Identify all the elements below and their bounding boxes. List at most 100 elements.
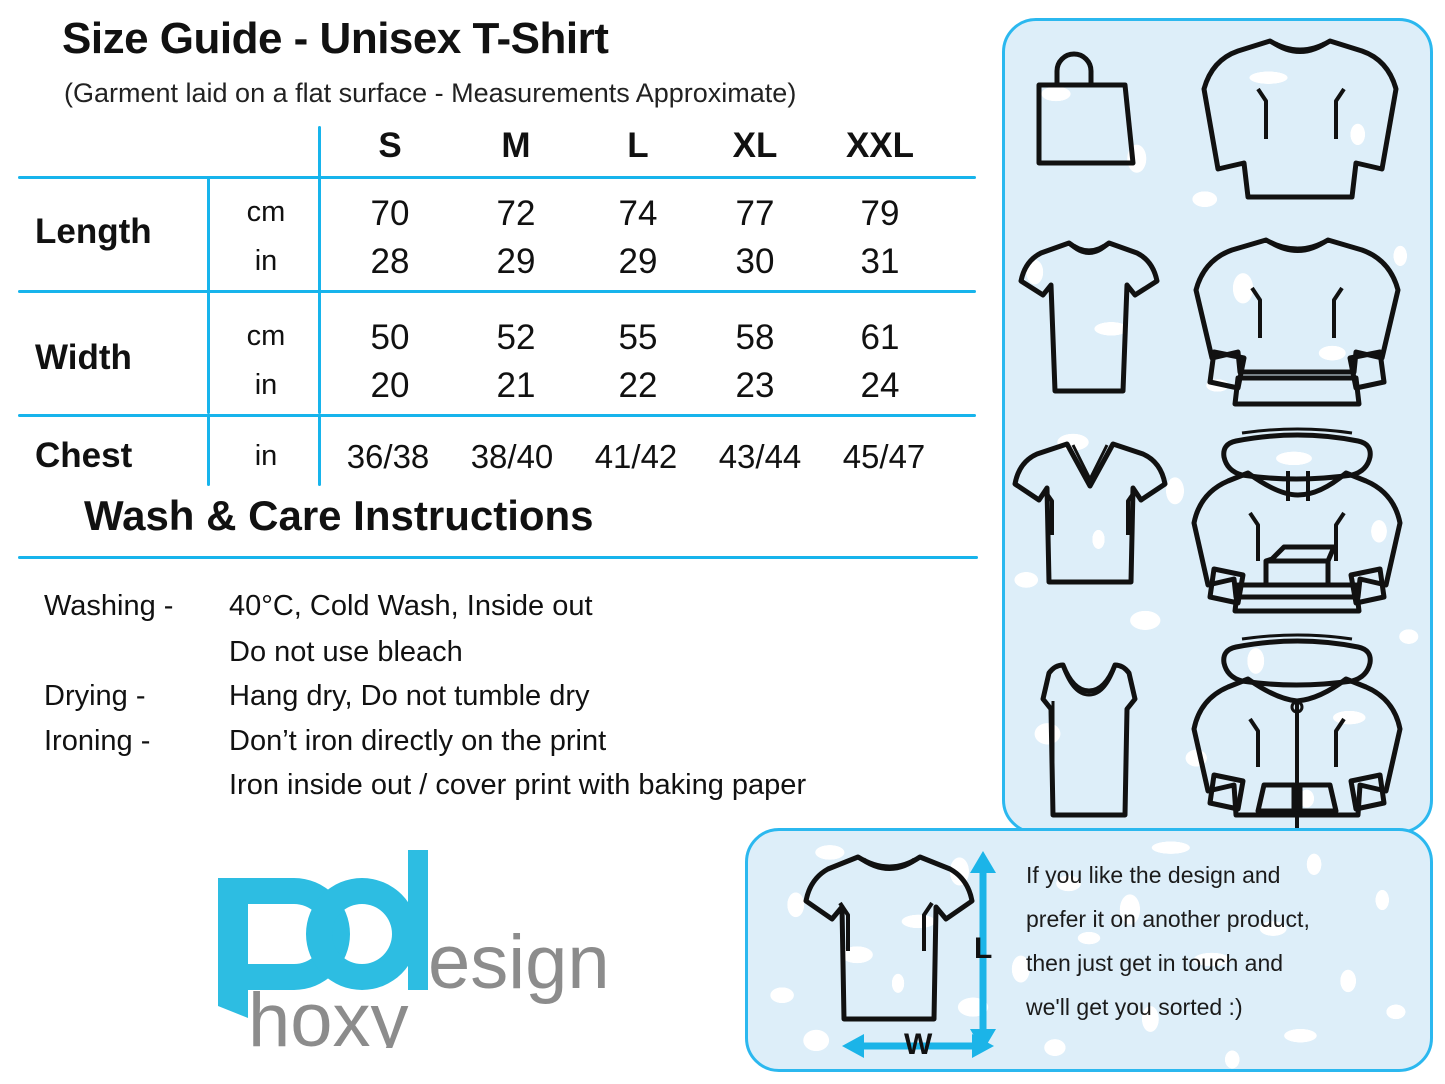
sweatshirt-hem-icon: [1232, 375, 1362, 407]
width-dimension-letter: W: [904, 1028, 933, 1061]
sweatshirt-armhole-left-icon: [1250, 286, 1262, 338]
measurement-tshirt-icon: [803, 854, 975, 1022]
tote-handle-icon: [1054, 51, 1094, 85]
row-label-length: Length: [35, 212, 152, 251]
cell-length-in-s: 28: [370, 242, 410, 281]
garment-v-neck-tee: [1012, 436, 1168, 591]
v-neck-armhole-left-icon: [1043, 489, 1054, 535]
contact-note: If you like the design and prefer it on …: [1026, 853, 1416, 1029]
contact-note-line-3: then just get in touch and: [1026, 950, 1284, 976]
measure-tshirt-armhole-left-icon: [838, 901, 850, 951]
size-header-s: S: [378, 126, 402, 165]
contact-note-line-2: prefer it on another product,: [1026, 906, 1310, 932]
size-header-m: M: [501, 126, 531, 165]
long-sleeve-collar-inner-icon: [1275, 41, 1325, 54]
row-unit-length-in: in: [254, 245, 278, 277]
cell-length-in-l: 29: [618, 242, 658, 281]
cell-width-cm-m: 52: [496, 318, 536, 357]
measure-tshirt-body-icon: [803, 854, 975, 1022]
zip-hoodie-hood-seam-icon: [1241, 633, 1353, 641]
cell-width-in-xxl: 24: [860, 366, 900, 405]
v-neck-collar-inner-icon: [1071, 444, 1109, 481]
logo-word-esign: esign: [428, 920, 610, 1005]
womens-tee-body-icon: [1018, 240, 1160, 394]
size-header-l: L: [627, 126, 649, 165]
v-neck-body-icon: [1012, 441, 1168, 585]
logo-graphic: esign hoxy: [218, 850, 610, 1048]
row-unit-width-cm: cm: [246, 320, 286, 352]
cell-width-cm-xl: 58: [735, 318, 775, 357]
row-label-width: Width: [35, 338, 132, 377]
measure-tshirt-armhole-right-icon: [922, 901, 934, 951]
care-label-ironing: Ironing -: [44, 725, 151, 757]
garment-pullover-hoodie: [1188, 427, 1406, 619]
cell-length-cm-l: 74: [618, 194, 658, 233]
table-divider-label: [207, 176, 210, 414]
measurement-diagram-panel: L W If you like the design and prefer it…: [745, 828, 1433, 1072]
garment-tote-bag: [1027, 37, 1137, 172]
cell-width-in-xl: 23: [735, 366, 775, 405]
brand-logo: esign hoxy: [212, 848, 612, 1048]
long-sleeve-armhole-right-icon: [1334, 87, 1346, 139]
care-value-ironing-2: Iron inside out / cover print with bakin…: [229, 769, 807, 801]
garment-sweatshirt: [1190, 226, 1405, 411]
zip-hoodie-armhole-right-icon: [1334, 717, 1346, 767]
cell-length-cm-xxl: 79: [860, 194, 900, 233]
page-title: Size Guide - Unisex T-Shirt: [62, 14, 609, 63]
cell-length-in-xxl: 31: [860, 242, 900, 281]
cell-chest-in-l: 41/42: [594, 438, 678, 475]
width-arrow-head-left: [842, 1034, 864, 1058]
row-unit-length-cm: cm: [246, 196, 286, 228]
cell-chest-in-s: 36/38: [346, 438, 430, 475]
size-table: S M L XL XXL Length cm 70 72 74 77 79 in…: [0, 118, 976, 486]
hoodie-hood-seam-icon: [1241, 427, 1353, 435]
table-rule-mid-1: [18, 290, 976, 293]
row-unit-width-in: in: [254, 369, 278, 401]
long-sleeve-armhole-left-icon: [1256, 87, 1268, 139]
left-content-column: Size Guide - Unisex T-Shirt (Garment lai…: [0, 14, 978, 1048]
measurement-tshirt-diagram: [796, 845, 986, 1060]
table-rule-mid-2: [18, 414, 976, 417]
zip-hoodie-zipper-pull-icon: [1290, 700, 1304, 714]
hoodie-pocket-icon: [1263, 544, 1337, 588]
tank-neckline-inner-icon: [1061, 666, 1117, 697]
logo-d-stem: [408, 850, 428, 990]
cell-length-cm-xl: 77: [735, 194, 775, 233]
garment-illustrations-panel: [1002, 18, 1433, 834]
care-section-title: Wash & Care Instructions: [84, 492, 594, 539]
cell-width-cm-xxl: 61: [860, 318, 900, 357]
hoodie-armhole-left-icon: [1248, 511, 1260, 561]
zip-hoodie-cuff-left-icon: [1207, 772, 1246, 812]
garment-zip-hoodie: [1188, 633, 1406, 831]
cell-width-cm-l: 55: [618, 318, 658, 357]
logo-d-bowl: [306, 878, 418, 990]
zip-hoodie-armhole-left-icon: [1248, 717, 1260, 767]
cell-chest-in-xxl: 45/47: [842, 438, 926, 475]
width-arrow: [842, 1034, 994, 1058]
zip-hoodie-pockets-icon: [1255, 782, 1339, 814]
cell-length-cm-m: 72: [496, 194, 536, 233]
table-divider-units: [318, 126, 321, 414]
tank-body-icon: [1040, 662, 1138, 818]
size-header-xxl: XXL: [845, 126, 915, 165]
table-divider-units-chest: [318, 414, 321, 486]
sweatshirt-armhole-right-icon: [1332, 286, 1344, 338]
hoodie-armhole-right-icon: [1334, 511, 1346, 561]
width-arrow-head-right: [972, 1034, 994, 1058]
size-header-xl: XL: [732, 126, 778, 165]
care-value-drying-1: Hang dry, Do not tumble dry: [229, 680, 590, 712]
care-value-ironing-1: Don’t iron directly on the print: [229, 725, 607, 757]
zip-hoodie-cuff-right-icon: [1348, 772, 1387, 812]
tote-body-icon: [1036, 82, 1136, 166]
womens-tee-collar-inner-icon: [1072, 243, 1106, 254]
cell-length-in-xl: 30: [735, 242, 775, 281]
care-value-washing-2: Do not use bleach: [229, 636, 463, 668]
care-label-washing: Washing -: [44, 590, 174, 622]
hoodie-hem-icon: [1232, 582, 1362, 614]
contact-note-line-4: we'll get you sorted :): [1026, 994, 1243, 1020]
logo-p-stem: [218, 878, 248, 1018]
length-arrow-head-top: [970, 851, 996, 873]
cell-width-in-l: 22: [618, 366, 658, 405]
care-section-underline: [18, 556, 978, 559]
sweatshirt-collar-inner-icon: [1271, 240, 1323, 253]
